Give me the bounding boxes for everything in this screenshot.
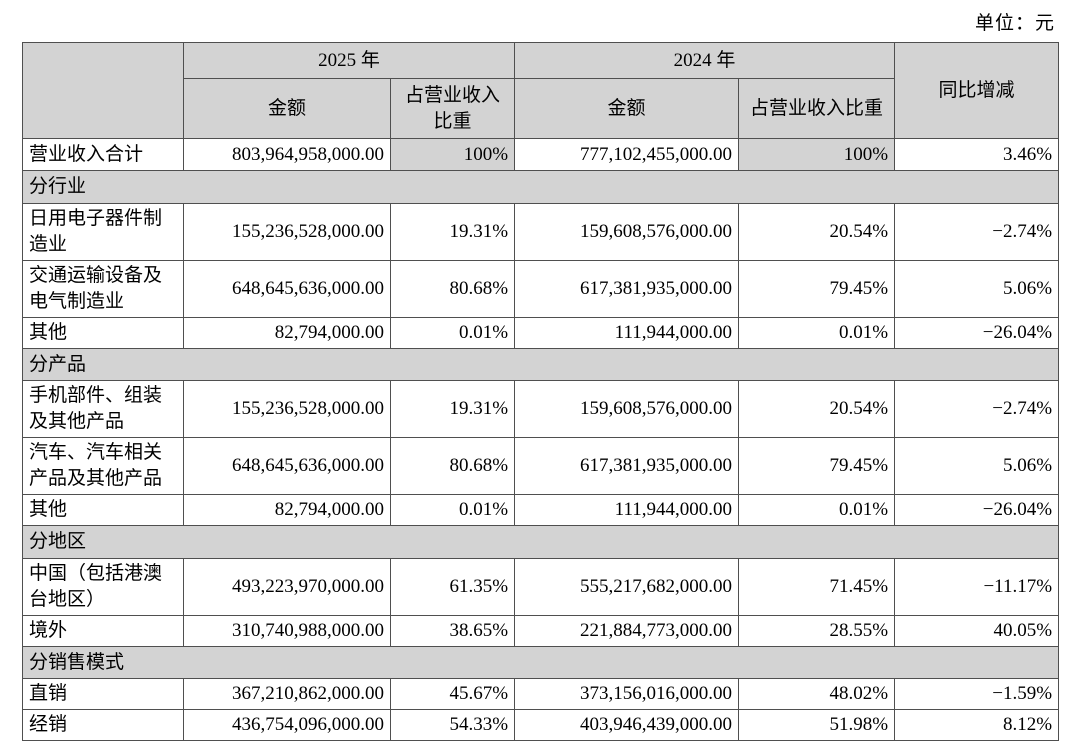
- yoy-cell: 5.06%: [894, 260, 1060, 318]
- row-label: 其他: [22, 317, 184, 349]
- amount-2025-cell: 367,210,862,000.00: [183, 678, 391, 710]
- table-row: 日用电子器件制造业 155,236,528,000.00 19.31% 159,…: [22, 203, 1060, 261]
- corner-empty-cell: [22, 42, 184, 139]
- table-row: 交通运输设备及电气制造业 648,645,636,000.00 80.68% 6…: [22, 260, 1060, 318]
- amount-2024-cell: 111,944,000.00: [514, 317, 740, 349]
- table-row: 其他 82,794,000.00 0.01% 111,944,000.00 0.…: [22, 317, 1060, 349]
- section-row-sales-model: 分销售模式: [21, 646, 1060, 679]
- row-label: 境外: [22, 615, 184, 647]
- amount-2025-cell: 436,754,096,000.00: [183, 709, 391, 741]
- col-header-pct-2024: 占营业收入比重: [738, 78, 896, 139]
- amount-2025-cell: 310,740,988,000.00: [183, 615, 391, 647]
- table-row: 直销 367,210,862,000.00 45.67% 373,156,016…: [22, 678, 1060, 710]
- pct-2025-cell: 80.68%: [389, 437, 516, 495]
- amount-2024-cell: 403,946,439,000.00: [514, 709, 740, 741]
- amount-2025-cell: 493,223,970,000.00: [183, 558, 391, 616]
- pct-2025-cell: 54.33%: [389, 709, 516, 741]
- amount-2024-cell: 777,102,455,000.00: [514, 138, 740, 171]
- pct-2025-cell: 0.01%: [389, 317, 516, 349]
- pct-2025-cell: 0.01%: [389, 494, 516, 526]
- row-label: 其他: [22, 494, 184, 526]
- pct-2024-cell: 28.55%: [738, 615, 896, 647]
- section-label: 分地区: [21, 525, 1060, 559]
- table-row: 汽车、汽车相关产品及其他产品 648,645,636,000.00 80.68%…: [22, 437, 1060, 495]
- col-header-pct-2025: 占营业收入比重: [389, 78, 516, 139]
- amount-2025-cell: 82,794,000.00: [183, 494, 391, 526]
- section-row-industry: 分行业: [21, 170, 1060, 204]
- table-row: 中国（包括港澳台地区） 493,223,970,000.00 61.35% 55…: [22, 558, 1060, 616]
- amount-2024-cell: 159,608,576,000.00: [514, 380, 740, 438]
- amount-2024-cell: 617,381,935,000.00: [514, 260, 740, 318]
- col-header-2024: 2024 年: [514, 42, 896, 79]
- pct-2024-cell: 71.45%: [738, 558, 896, 616]
- unit-label: 单位：元: [974, 13, 1055, 34]
- pct-2025-cell: 100%: [389, 138, 516, 171]
- yoy-cell: −2.74%: [894, 380, 1060, 438]
- pct-2025-cell: 61.35%: [389, 558, 516, 616]
- amount-2024-cell: 159,608,576,000.00: [514, 203, 740, 261]
- row-label: 营业收入合计: [22, 138, 184, 171]
- pct-2024-cell: 20.54%: [738, 380, 896, 438]
- col-header-amount-2024: 金额: [514, 78, 740, 139]
- amount-2024-cell: 617,381,935,000.00: [514, 437, 740, 495]
- table-row: 其他 82,794,000.00 0.01% 111,944,000.00 0.…: [22, 494, 1060, 526]
- amount-2024-cell: 111,944,000.00: [514, 494, 740, 526]
- pct-2024-cell: 0.01%: [738, 494, 896, 526]
- header-row-measures: 金额 占营业收入比重 金额 占营业收入比重: [23, 78, 1059, 139]
- yoy-cell: −11.17%: [894, 558, 1060, 616]
- pct-2025-cell: 45.67%: [389, 678, 516, 710]
- table-row: 经销 436,754,096,000.00 54.33% 403,946,439…: [22, 709, 1060, 741]
- table-row: 境外 310,740,988,000.00 38.65% 221,884,773…: [22, 615, 1060, 647]
- yoy-cell: −2.74%: [894, 203, 1060, 261]
- pct-2025-cell: 80.68%: [389, 260, 516, 318]
- row-label: 直销: [22, 678, 184, 710]
- col-header-yoy: 同比增减: [894, 42, 1060, 139]
- yoy-cell: −26.04%: [894, 494, 1060, 526]
- section-label: 分行业: [21, 170, 1060, 204]
- amount-2025-cell: 82,794,000.00: [183, 317, 391, 349]
- amount-2025-cell: 155,236,528,000.00: [183, 203, 391, 261]
- row-label: 日用电子器件制造业: [22, 203, 184, 261]
- revenue-breakdown-table: 2025 年 2024 年 同比增减 金额 占营业收入比重 金额 占营业收入比重…: [21, 42, 1060, 741]
- col-header-amount-2025: 金额: [183, 78, 391, 139]
- pct-2025-cell: 19.31%: [389, 380, 516, 438]
- yoy-cell: 3.46%: [894, 138, 1060, 171]
- table-row: 手机部件、组装及其他产品 155,236,528,000.00 19.31% 1…: [22, 380, 1060, 438]
- header-row-years: 2025 年 2024 年 同比增减: [22, 42, 1060, 139]
- yoy-cell: 5.06%: [894, 437, 1060, 495]
- yoy-cell: −1.59%: [894, 678, 1060, 710]
- pct-2024-cell: 0.01%: [738, 317, 896, 349]
- row-label: 手机部件、组装及其他产品: [22, 380, 184, 438]
- amount-2025-cell: 648,645,636,000.00: [183, 437, 391, 495]
- amount-2024-cell: 373,156,016,000.00: [514, 678, 740, 710]
- section-label: 分销售模式: [21, 646, 1060, 679]
- amount-2025-cell: 803,964,958,000.00: [183, 138, 391, 171]
- yoy-cell: −26.04%: [894, 317, 1060, 349]
- col-header-pct-2025-text: 占营业收入比重: [404, 84, 500, 132]
- section-row-product: 分产品: [21, 348, 1060, 381]
- yoy-cell: 40.05%: [894, 615, 1060, 647]
- pct-2024-cell: 51.98%: [738, 709, 896, 741]
- pct-2024-cell: 79.45%: [738, 437, 896, 495]
- table-row-total: 营业收入合计 803,964,958,000.00 100% 777,102,4…: [22, 138, 1060, 171]
- row-label: 中国（包括港澳台地区）: [22, 558, 184, 616]
- col-header-2025: 2025 年: [182, 42, 516, 79]
- pct-2024-cell: 100%: [738, 138, 896, 171]
- pct-2024-cell: 79.45%: [738, 260, 896, 318]
- row-label: 经销: [22, 709, 184, 741]
- section-label: 分产品: [21, 348, 1060, 381]
- pct-2024-cell: 48.02%: [738, 678, 896, 710]
- amount-2025-cell: 648,645,636,000.00: [183, 260, 391, 318]
- pct-2025-cell: 38.65%: [389, 615, 516, 647]
- row-label: 汽车、汽车相关产品及其他产品: [22, 437, 184, 495]
- pct-2024-cell: 20.54%: [738, 203, 896, 261]
- row-label: 交通运输设备及电气制造业: [22, 260, 184, 318]
- amount-2024-cell: 555,217,682,000.00: [514, 558, 740, 616]
- amount-2025-cell: 155,236,528,000.00: [183, 380, 391, 438]
- amount-2024-cell: 221,884,773,000.00: [514, 615, 740, 647]
- pct-2025-cell: 19.31%: [389, 203, 516, 261]
- yoy-cell: 8.12%: [894, 709, 1060, 741]
- section-row-region: 分地区: [21, 525, 1060, 559]
